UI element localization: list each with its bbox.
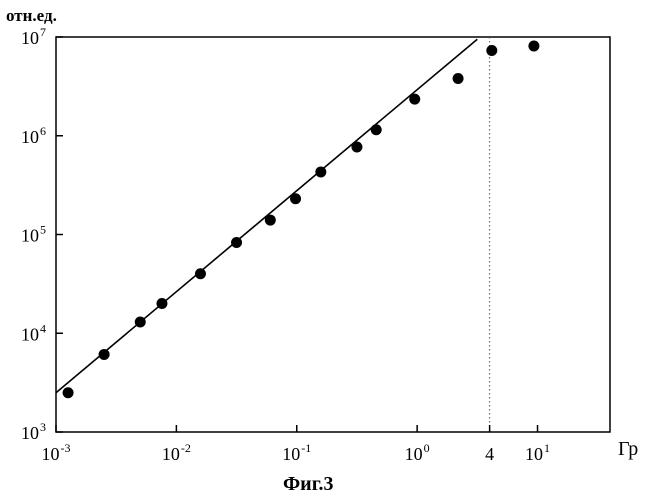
y-tick-label: 106: [21, 124, 46, 147]
y-tick-label: 105: [21, 223, 46, 246]
x-tick-label: 4: [485, 444, 494, 464]
tick-exponent: 0: [424, 441, 430, 455]
data-point: [99, 349, 110, 360]
data-point: [265, 215, 276, 226]
data-point: [528, 41, 539, 52]
data-point: [409, 94, 420, 105]
tick-base: 10: [21, 28, 39, 48]
tick-exponent: -2: [181, 441, 191, 455]
tick-exponent: 1: [544, 441, 550, 455]
tick-exponent: 7: [40, 25, 46, 39]
tick-base: 4: [485, 444, 494, 464]
tick-base: 10: [42, 444, 60, 464]
data-point: [351, 141, 362, 152]
tick-exponent: -1: [301, 441, 311, 455]
x-tick-label: 100: [405, 441, 430, 464]
data-point: [135, 316, 146, 327]
data-point: [195, 268, 206, 279]
figure-caption: Фиг.3: [283, 473, 334, 495]
y-tick-label: 103: [21, 420, 46, 443]
y-tick-label: 107: [21, 25, 46, 48]
y-axis-label: отн.ед.: [6, 6, 57, 25]
tick-base: 10: [405, 444, 423, 464]
tick-exponent: -3: [61, 441, 71, 455]
tick-exponent: 3: [40, 420, 46, 434]
fit-line: [56, 39, 477, 393]
data-point: [371, 124, 382, 135]
x-axis-label: Гр: [618, 438, 638, 460]
tick-base: 10: [162, 444, 180, 464]
tick-base: 10: [21, 324, 39, 344]
tick-base: 10: [282, 444, 300, 464]
tick-base: 10: [21, 127, 39, 147]
data-point: [453, 73, 464, 84]
data-point: [315, 166, 326, 177]
x-tick-label: 10-1: [282, 441, 311, 464]
tick-exponent: 6: [40, 124, 46, 138]
tick-exponent: 5: [40, 223, 46, 237]
tick-base: 10: [21, 423, 39, 443]
x-tick-label: 10-3: [42, 441, 71, 464]
x-tick-label: 10-2: [162, 441, 191, 464]
tick-base: 10: [21, 226, 39, 246]
tick-exponent: 4: [40, 321, 46, 335]
data-point: [63, 387, 74, 398]
data-point: [486, 45, 497, 56]
plot-frame: [56, 37, 610, 432]
tick-base: 10: [525, 444, 543, 464]
x-tick-label: 101: [525, 441, 550, 464]
data-point: [290, 193, 301, 204]
y-tick-label: 104: [21, 321, 46, 344]
data-point: [231, 237, 242, 248]
data-point: [156, 298, 167, 309]
